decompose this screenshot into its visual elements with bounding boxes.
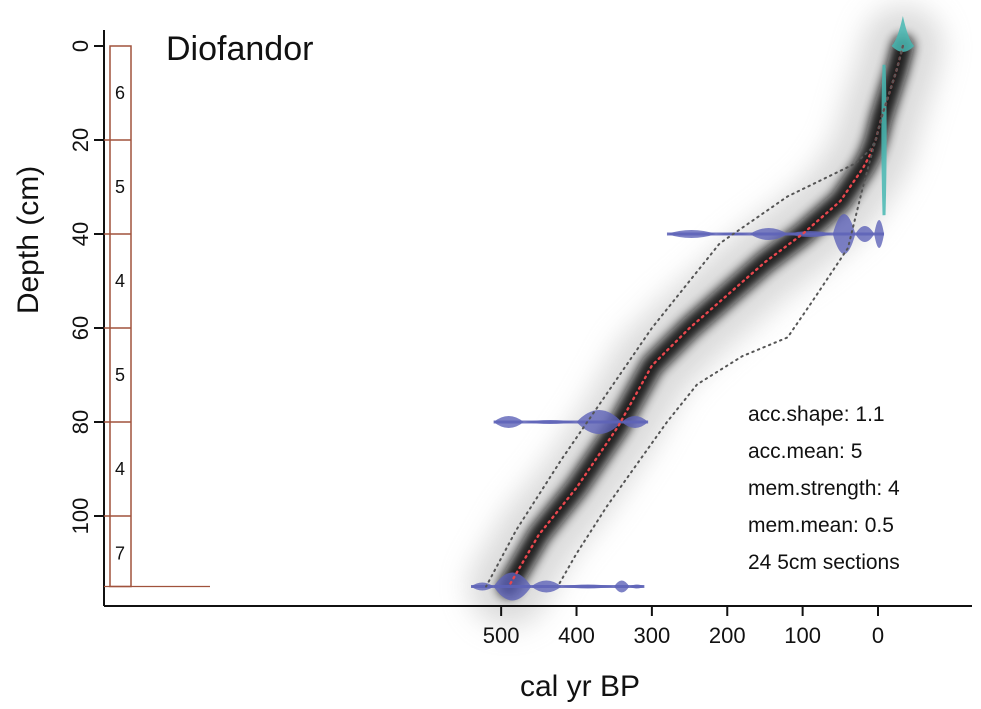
annotation-acc-mean: acc.mean: 5 <box>748 440 862 463</box>
section-label-0: 6 <box>115 83 125 103</box>
y-tick-label-80: 80 <box>68 410 93 434</box>
section-label-1: 5 <box>115 177 125 197</box>
model-lines <box>485 44 905 588</box>
y-axis-title: Depth (cm) <box>12 166 45 314</box>
y-tick-label-60: 60 <box>68 316 93 340</box>
x-tick-label-200: 200 <box>709 623 746 648</box>
section-label-3: 5 <box>115 365 125 385</box>
x-axis-title: cal yr BP <box>520 670 640 703</box>
section-column: 6 5 4 5 4 7 <box>104 45 210 588</box>
annotation-mem-mean: mem.mean: 0.5 <box>748 514 894 537</box>
date-distribution-3 <box>493 410 649 434</box>
x-tick-label-500: 500 <box>483 623 520 648</box>
annotation-mem-strength: mem.strength: 4 <box>748 477 900 500</box>
y-tick-label-40: 40 <box>68 222 93 246</box>
section-label-2: 4 <box>115 271 125 291</box>
confidence-line-2 <box>556 45 904 588</box>
y-tick-label-100: 100 <box>68 498 93 535</box>
settings-annotation: acc.shape: 1.1 acc.mean: 5 mem.strength:… <box>748 403 900 574</box>
x-axis: 500 400 300 200 100 0 <box>104 605 972 648</box>
x-tick-label-0: 0 <box>872 623 884 648</box>
section-box <box>109 45 132 588</box>
x-tick-label-300: 300 <box>634 623 671 648</box>
x-tick-label-100: 100 <box>784 623 821 648</box>
annotation-sections: 24 5cm sections <box>748 551 900 574</box>
date-distribution-4 <box>471 572 645 601</box>
surface-date-distribution <box>891 16 915 52</box>
section-label-4: 4 <box>115 459 125 479</box>
date-distribution-1 <box>881 64 887 216</box>
age-uncertainty-cloud <box>468 6 943 627</box>
section-label-5: 7 <box>115 544 125 564</box>
y-tick-label-20: 20 <box>68 128 93 152</box>
y-tick-label-0: 0 <box>68 40 93 52</box>
y-axis: 0 20 40 60 80 100 <box>68 30 105 606</box>
chart-title: Diofandor <box>166 30 313 68</box>
annotation-acc-shape: acc.shape: 1.1 <box>748 403 885 426</box>
x-tick-label-400: 400 <box>558 623 595 648</box>
